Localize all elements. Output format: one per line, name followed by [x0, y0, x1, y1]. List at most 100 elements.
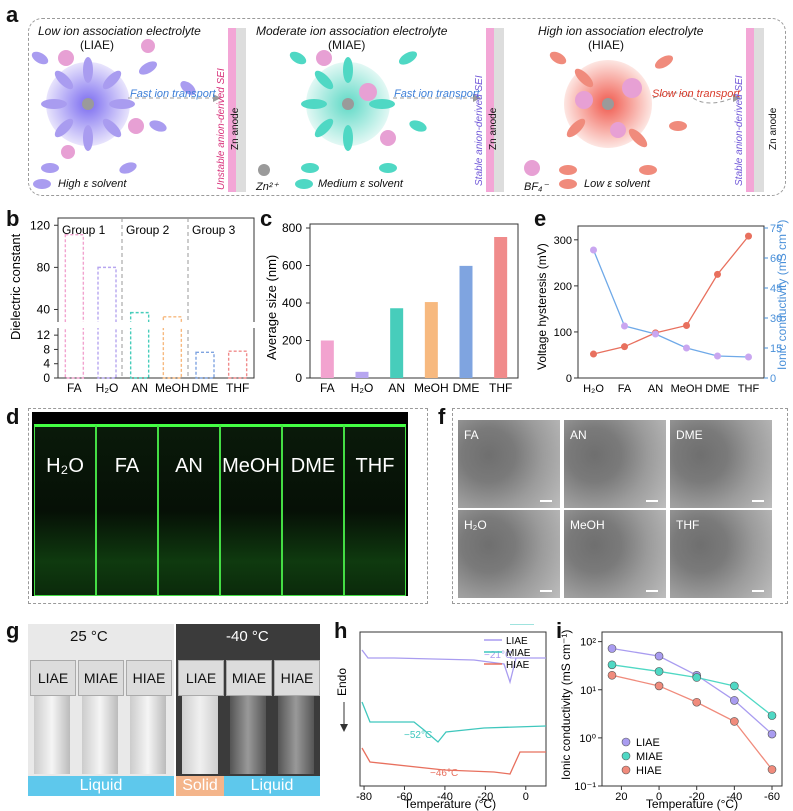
vial-meoh: MeOH — [220, 424, 282, 596]
vial-fa: FA — [96, 424, 158, 596]
chart-b-frame — [57, 217, 255, 379]
legend-marker — [621, 737, 631, 747]
x-tick-label: THF — [226, 381, 249, 395]
chart-i-frame — [601, 631, 783, 787]
vial-label: DME — [290, 455, 336, 477]
conductivity-point — [683, 344, 690, 352]
data-point — [730, 696, 739, 705]
vial-body-hiae-2 — [278, 696, 314, 774]
vial-thf: THF — [344, 424, 406, 596]
data-point — [767, 711, 777, 720]
vial-body-hiae-1 — [130, 696, 166, 774]
y-tick-label: 0 — [295, 371, 302, 385]
x-tick-label: H₂O — [96, 381, 119, 395]
x-tick-label: MeOH — [671, 383, 703, 395]
x-tick-label: -20 — [689, 791, 705, 803]
chart-b-ylabel: Dielectric constant — [8, 233, 23, 340]
data-point — [767, 765, 777, 774]
state-liquid-1: Liquid — [28, 776, 174, 796]
temp-minus40c-label: -40 °C — [226, 628, 269, 645]
panel-a-frame — [28, 18, 786, 196]
x-tick-label: 0 — [656, 791, 662, 803]
tem-label: MeOH — [570, 518, 605, 532]
tem-label: THF — [676, 518, 700, 532]
x-tick-label: -80 — [356, 791, 372, 803]
panel-label-e: e — [534, 206, 547, 231]
dsc-curve-liae — [361, 649, 546, 685]
transition-temp-label: −21°C — [484, 650, 512, 661]
panel-label-g: g — [6, 618, 20, 643]
hiae-title: High ion association electrolyte — [538, 24, 704, 38]
tem-image-meoh: MeOH — [564, 510, 666, 598]
conductivity-point — [590, 246, 597, 254]
y-tick-label-left: 0 — [566, 373, 572, 385]
x-tick-label: DME — [705, 383, 729, 395]
data-point — [607, 644, 617, 653]
x-tick-label: 20 — [615, 791, 627, 803]
scale-bar — [752, 590, 764, 592]
data-point — [692, 673, 702, 682]
sei-stable-label-2: Stable anion-derived SEI — [734, 75, 745, 186]
vial-label: FA — [114, 455, 140, 477]
y-tick-label-right: 45 — [770, 283, 782, 295]
y-tick-label: 600 — [282, 259, 302, 273]
temp-25c-label: 25 °C — [70, 628, 108, 645]
y-tick-label: 8 — [43, 342, 50, 356]
y-tick-label: 10⁻¹ — [574, 781, 596, 793]
hiae-solvation-cluster — [549, 51, 687, 175]
group-3-label: Group 3 — [192, 223, 236, 237]
y-tick-label: 40 — [37, 302, 51, 316]
data-point — [654, 681, 664, 691]
y-tick-label: 200 — [282, 334, 302, 348]
conductivity-line — [592, 249, 749, 358]
zn-anode-label-1: Zn anode — [230, 107, 241, 150]
data-point — [607, 670, 617, 680]
panel-label-i: i — [556, 618, 563, 643]
fast-ion-label-2: Fast ion transport — [394, 88, 480, 100]
x-tick-label: FA — [618, 383, 632, 395]
high-solvent-label: High ε solvent — [58, 178, 127, 190]
legend-label: MIAE — [636, 751, 663, 763]
chart-e: H₂O FA AN MeOH DME THF 0 100 200 300 0 15 30 45 60 75 V… — [535, 220, 789, 395]
tem-image-an: AN — [564, 420, 666, 508]
x-tick-label: DME — [192, 381, 219, 395]
x-tick-label: -20 — [477, 791, 493, 803]
y-tick-label: 10⁰ — [579, 733, 596, 745]
data-point — [654, 651, 664, 661]
bar-3 — [424, 302, 438, 378]
panel-label-h: h — [334, 618, 348, 643]
chart-h-frame — [359, 631, 547, 787]
bar-4 — [195, 351, 215, 379]
x-tick-label: -60 — [397, 791, 413, 803]
cap-hiae-2: HIAE — [274, 660, 320, 696]
medium-solvent-label: Medium ε solvent — [318, 178, 403, 190]
cap-liae-1: LIAE — [30, 660, 76, 696]
bar-3 — [162, 316, 183, 379]
panel-label-b: b — [6, 206, 20, 231]
voltage-line — [593, 235, 750, 355]
chart-c-frame — [309, 223, 519, 379]
transition-temp-label: −52°C — [404, 730, 432, 741]
x-tick-label: 0 — [523, 791, 529, 803]
y-tick-label-left: 100 — [554, 327, 572, 339]
voltage-point — [590, 350, 597, 358]
miae-abbr: (MIAE) — [328, 38, 366, 52]
bar-5 — [494, 237, 508, 378]
vial-body-liae-1 — [34, 696, 70, 774]
y-tick-label: 12 — [37, 328, 51, 342]
y-tick-label: 120 — [30, 218, 50, 232]
cap-hiae-1: HIAE — [126, 660, 172, 696]
vial-label: MeOH — [222, 455, 280, 477]
chart-h: -80 -60 -40 -20 0 −21°C −52°C −46°C LIAEMIAEHIAE… — [335, 624, 547, 811]
legend-label: HIAE — [506, 660, 530, 671]
tem-label: AN — [570, 428, 587, 442]
chart-i-ylabel: Ionic conductivity (mS cm⁻¹) — [559, 630, 573, 780]
legend-marker — [621, 751, 631, 761]
chart-h-xlabel: Temperature (°C) — [404, 797, 496, 811]
bar-2 — [390, 308, 404, 378]
sei-unstable-label: Unstable anion-derived SEI — [216, 68, 227, 190]
legend-label: HIAE — [636, 765, 662, 777]
conductivity-point — [621, 322, 628, 330]
scale-bar — [752, 500, 764, 502]
